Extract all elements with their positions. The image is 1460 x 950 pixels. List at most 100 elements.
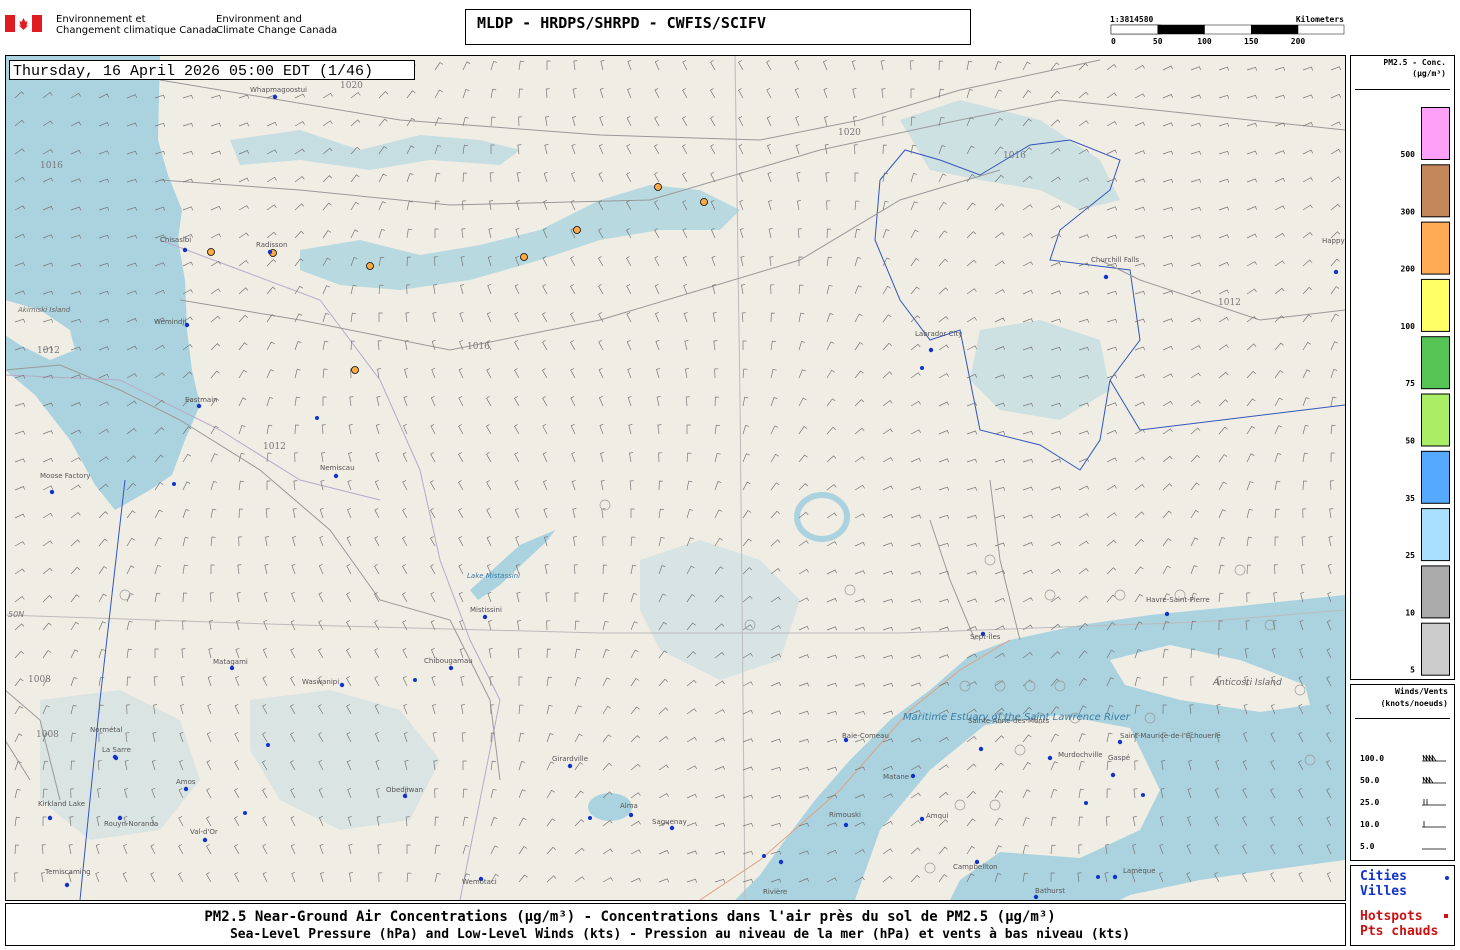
city-label: Mistissini <box>470 606 502 614</box>
legend-level: 500 <box>1401 150 1416 159</box>
hotspot <box>351 366 359 374</box>
hotspot <box>573 226 581 234</box>
cities-legend: Villes <box>1360 884 1407 899</box>
wind-barb <box>1422 754 1446 762</box>
scale-segment <box>1204 24 1252 35</box>
city-label: Saguenay <box>652 818 687 826</box>
calm-wind <box>989 799 1001 811</box>
scale-unit: Kilometers <box>1296 14 1344 24</box>
city-label: Murdochville <box>1058 751 1103 759</box>
org-en: Environment and <box>216 14 302 25</box>
city-label: Baie-Comeau <box>842 732 889 740</box>
city-point <box>272 94 278 100</box>
city-label: Nemiscau <box>320 464 355 472</box>
city-point <box>1112 874 1118 880</box>
city-label: Waswanipi <box>302 678 339 686</box>
calm-wind <box>1069 712 1081 724</box>
city-label: Rivière <box>763 888 787 896</box>
city-point <box>910 773 916 779</box>
wind-legend-title: Winds/Vents <box>1395 686 1448 696</box>
scale-segment <box>1110 24 1158 35</box>
city-point <box>1164 611 1170 617</box>
city-label: Chibougamau <box>424 657 473 665</box>
isobar-label: 1020 <box>838 128 861 138</box>
city-label: Eastmain <box>185 396 218 404</box>
city-label: Normétal <box>90 726 122 734</box>
scale-segment <box>1157 24 1205 35</box>
city-label: Wemindji <box>154 318 186 326</box>
city-label: Sept-Îles <box>970 632 1001 641</box>
city-label: Whapmagoostui <box>250 86 307 94</box>
scale-segment <box>1251 24 1299 35</box>
city-point <box>919 816 925 822</box>
hotspot <box>520 253 528 261</box>
title-box <box>465 9 971 45</box>
legend-level: 35 <box>1405 494 1415 503</box>
wind-speed: 25.0 <box>1360 798 1379 807</box>
timestamp-box <box>9 60 415 80</box>
city-label: Rouyn-Noranda <box>104 820 158 828</box>
wind-speed: 5.0 <box>1360 842 1375 851</box>
calm-wind <box>1114 589 1126 601</box>
calm-wind <box>994 680 1006 692</box>
hotspots-legend: Hotspots <box>1360 909 1423 924</box>
city-point <box>928 347 934 353</box>
isobar-label: 1016 <box>467 342 490 352</box>
city-label: Temiscaming <box>44 868 91 876</box>
city-point <box>333 473 339 479</box>
city-label: Kirkland Lake <box>38 800 85 808</box>
calm-wind <box>924 862 936 874</box>
city-point <box>196 403 202 409</box>
legend-title: PM2.5 - Conc. <box>1383 58 1446 67</box>
legend-level: 5 <box>1410 666 1415 675</box>
legend-level: 200 <box>1401 265 1416 274</box>
map-frame <box>5 55 1346 901</box>
city-label: Happy Valley-Goose Bay <box>1322 237 1408 245</box>
scale-bar: 1:3814580 Kilometers 0 50 100 150 200 <box>1110 14 1345 46</box>
city-point <box>182 247 188 253</box>
city-point <box>628 812 634 818</box>
city-label: Girardville <box>552 755 588 763</box>
calm-wind <box>1294 684 1306 696</box>
calm-wind <box>1234 564 1246 576</box>
city-point <box>762 854 766 858</box>
legend-swatch <box>1421 164 1450 218</box>
calm-wind <box>1264 619 1276 631</box>
calm-wind <box>1144 712 1156 724</box>
footer-box <box>5 903 1346 946</box>
org-en: Climate Change Canada <box>216 25 337 36</box>
city-label: Rimouski <box>829 811 861 819</box>
city-label: Gaspé <box>1108 754 1130 762</box>
city-point <box>113 755 119 761</box>
isobar-label: 1012 <box>1218 298 1241 308</box>
legend-level: 50 <box>1405 437 1415 446</box>
city-label: Campbellton <box>953 863 998 871</box>
city-label: Lamèque <box>1123 867 1156 875</box>
city-point <box>567 763 573 769</box>
city-point <box>64 882 70 888</box>
isobar-label: 1016 <box>40 161 63 171</box>
calm-wind <box>744 619 756 631</box>
city-point <box>920 366 924 370</box>
legend-swatch <box>1421 450 1450 504</box>
isobar-label: 1012 <box>263 442 286 452</box>
calm-wind <box>119 589 131 601</box>
calm-wind <box>994 712 1006 724</box>
city-point <box>1096 875 1100 879</box>
city-label: Obedjiwan <box>386 786 423 794</box>
city-point <box>1141 793 1145 797</box>
calm-wind <box>1174 589 1186 601</box>
city-point <box>243 811 247 815</box>
scale-segment <box>1297 24 1345 35</box>
city-point <box>1084 801 1088 805</box>
isobar-label: 1016 <box>1003 151 1026 161</box>
legend-swatch <box>1421 508 1450 562</box>
city-point <box>669 825 675 831</box>
wind-barb <box>1422 776 1446 784</box>
scale-tick-label: 50 <box>1153 37 1163 46</box>
city-label: Amos <box>176 778 196 786</box>
calm-wind <box>1024 680 1036 692</box>
legend-swatch <box>1421 107 1450 160</box>
city-label: La Sarre <box>102 746 131 754</box>
